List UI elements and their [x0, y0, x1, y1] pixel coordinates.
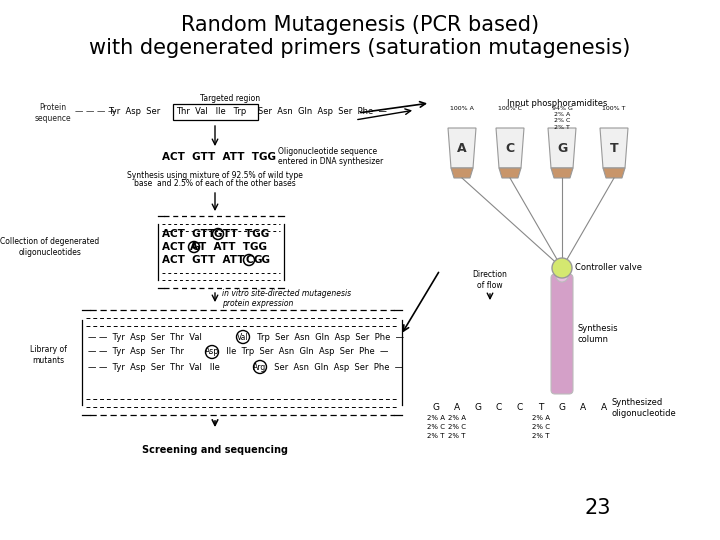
Text: — — — —: — — — — [75, 106, 117, 116]
Text: Oligonucleotide sequence: Oligonucleotide sequence [278, 147, 377, 157]
Text: C: C [496, 403, 502, 413]
Text: 2% A: 2% A [532, 415, 550, 421]
Circle shape [556, 270, 568, 282]
Text: A: A [601, 403, 607, 413]
Text: Input phosphoramidites: Input phosphoramidites [507, 99, 608, 108]
Text: Library of
mutants: Library of mutants [30, 345, 66, 366]
Text: 100% C: 100% C [498, 106, 522, 111]
Text: ACT  G: ACT G [162, 242, 201, 252]
Polygon shape [603, 168, 625, 178]
Polygon shape [499, 168, 521, 178]
Text: Synthesis
column: Synthesis column [578, 323, 618, 345]
Text: T  ATT  TGG: T ATT TGG [199, 242, 267, 252]
Text: Trp  Ser  Asn  Gln  Asp  Ser  Phe  —: Trp Ser Asn Gln Asp Ser Phe — [252, 333, 404, 341]
Text: Thr  Val   Ile   Trp: Thr Val Ile Trp [176, 106, 246, 116]
Text: Screening and sequencing: Screening and sequencing [142, 445, 288, 455]
Text: in vitro site-directed mutagenesis: in vitro site-directed mutagenesis [222, 288, 351, 298]
Text: G: G [433, 403, 439, 413]
Text: A: A [190, 242, 198, 252]
Text: Protein
sequence: Protein sequence [35, 103, 71, 123]
Text: Random Mutagenesis (PCR based): Random Mutagenesis (PCR based) [181, 15, 539, 35]
Text: — —  Tyr  Asp  Ser  Thr  Val   Ile: — — Tyr Asp Ser Thr Val Ile [88, 362, 225, 372]
FancyBboxPatch shape [173, 104, 258, 120]
Polygon shape [451, 168, 473, 178]
Text: — —  Tyr  Asp  Ser  Thr: — — Tyr Asp Ser Thr [88, 348, 189, 356]
Text: Ser  Asn  Gln  Asp  Ser  Phe  —: Ser Asn Gln Asp Ser Phe — [258, 106, 387, 116]
Text: G: G [214, 229, 222, 239]
Text: with degenerated primers (saturation mutagenesis): with degenerated primers (saturation mut… [89, 38, 631, 58]
Text: Synthesized
oligonucleotide: Synthesized oligonucleotide [612, 397, 677, 418]
Text: 2% C: 2% C [532, 424, 550, 430]
Polygon shape [551, 168, 573, 178]
Text: Targeted region: Targeted region [200, 94, 260, 103]
Text: T: T [610, 141, 618, 154]
Text: Val: Val [237, 333, 249, 341]
Text: Ser  Asn  Gln  Asp  Ser  Phe  —: Ser Asn Gln Asp Ser Phe — [269, 362, 403, 372]
Text: Collection of degenerated
oligonucleotides: Collection of degenerated oligonucleotid… [1, 237, 99, 258]
Text: ACT  GTT: ACT GTT [162, 229, 222, 239]
FancyBboxPatch shape [551, 274, 573, 394]
Text: A: A [580, 403, 586, 413]
Text: T: T [539, 403, 544, 413]
Text: base  and 2.5% of each of the other bases: base and 2.5% of each of the other bases [134, 179, 296, 188]
Text: Direction
of flow: Direction of flow [472, 269, 508, 291]
Polygon shape [600, 128, 628, 168]
Text: 2% T: 2% T [449, 433, 466, 439]
Polygon shape [496, 128, 524, 168]
Text: protein expression: protein expression [222, 299, 293, 307]
Text: C: C [505, 141, 515, 154]
Text: A: A [457, 141, 467, 154]
Text: A: A [454, 403, 460, 413]
Text: 100% A: 100% A [450, 106, 474, 111]
Text: 23: 23 [585, 498, 611, 518]
Text: Asp: Asp [205, 348, 219, 356]
Text: ACT  GTT  ATT  TGG: ACT GTT ATT TGG [162, 152, 276, 162]
Text: 2% C: 2% C [448, 424, 466, 430]
Text: G: G [557, 141, 567, 154]
Text: TT  TGG: TT TGG [223, 229, 269, 239]
Text: Tyr  Asp  Ser: Tyr Asp Ser [108, 106, 161, 116]
Text: C: C [517, 403, 523, 413]
Text: entered in DNA synthesizer: entered in DNA synthesizer [278, 157, 383, 165]
Text: Ile  Trp  Ser  Asn  Gln  Asp  Ser  Phe  —: Ile Trp Ser Asn Gln Asp Ser Phe — [221, 348, 388, 356]
Circle shape [552, 258, 572, 278]
Text: 2% A: 2% A [427, 415, 445, 421]
Text: Arg: Arg [253, 362, 266, 372]
Text: G: G [559, 403, 565, 413]
Text: ACT  GTT  ATT: ACT GTT ATT [162, 255, 252, 265]
Text: Controller valve: Controller valve [575, 264, 642, 273]
Text: Synthesis using mixture of 92.5% of wild type: Synthesis using mixture of 92.5% of wild… [127, 171, 303, 180]
Text: — —  Tyr  Asp  Ser  Thr  Val: — — Tyr Asp Ser Thr Val [88, 333, 207, 341]
Text: 2% A: 2% A [448, 415, 466, 421]
Text: 94% G
2% A
2% C
2% T: 94% G 2% A 2% C 2% T [552, 106, 572, 130]
Polygon shape [548, 128, 576, 168]
Text: 2% C: 2% C [427, 424, 445, 430]
Text: 2% T: 2% T [532, 433, 550, 439]
Text: G: G [474, 403, 482, 413]
Polygon shape [448, 128, 476, 168]
Text: 2% T: 2% T [427, 433, 445, 439]
Text: C: C [246, 255, 253, 265]
Text: 100% T: 100% T [602, 106, 626, 111]
Text: GG: GG [254, 255, 271, 265]
